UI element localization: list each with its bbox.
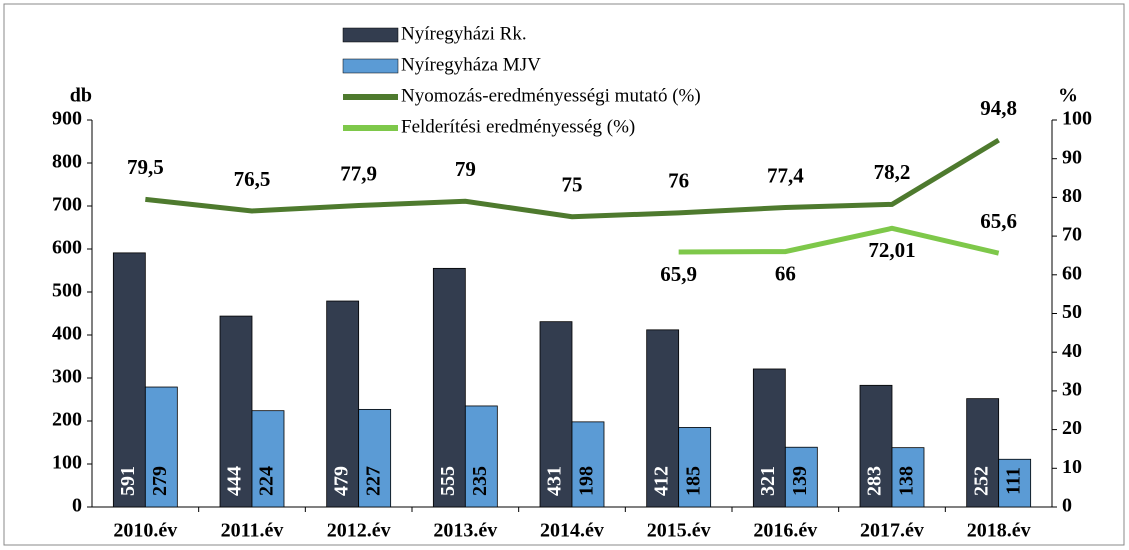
line-value-label: 72,01 (868, 238, 915, 262)
bar (144, 386, 178, 508)
line-value-label: 66 (775, 261, 796, 285)
line-value-label: 75 (562, 173, 583, 197)
bar-value-label: 138 (896, 466, 918, 496)
x-tick-label: 2010.év (113, 520, 177, 542)
x-tick-label: 2011.év (221, 520, 284, 542)
y2-tick-label: 90 (1062, 146, 1082, 168)
legend-label: Nyomozás-eredményességi mutató (%) (401, 85, 701, 106)
y-axis-label: db (70, 85, 92, 107)
bar (859, 384, 893, 508)
y2-tick-label: 0 (1062, 495, 1072, 517)
legend-label: Nyíregyháza MJV (401, 54, 541, 75)
y2-tick-label: 20 (1062, 417, 1082, 439)
y-tick-label: 600 (52, 237, 82, 259)
x-tick-label: 2017.év (860, 520, 924, 542)
bar (891, 447, 925, 508)
bar (678, 427, 712, 508)
bar-value-label: 252 (970, 466, 992, 496)
y2-tick-label: 60 (1062, 262, 1082, 284)
x-tick-label: 2012.év (327, 520, 391, 542)
x-tick-label: 2016.év (753, 520, 817, 542)
chart-frame (3, 3, 1125, 546)
bar (464, 405, 498, 508)
bar (432, 267, 466, 508)
y-tick-label: 300 (52, 366, 82, 388)
line-value-label: 79 (455, 157, 476, 181)
line-value-label: 77,4 (767, 163, 804, 187)
legend-swatch (342, 27, 399, 43)
line-value-label: 79,5 (127, 155, 164, 179)
y-tick-label: 900 (52, 108, 82, 130)
line (678, 225, 1000, 256)
y-tick-label: 200 (52, 409, 82, 431)
bar (752, 368, 786, 508)
y2-tick-label: 40 (1062, 340, 1082, 362)
y-tick-label: 400 (52, 323, 82, 345)
x-tick-label: 2014.év (540, 520, 604, 542)
line-value-label: 76,5 (234, 167, 271, 191)
bar-value-label: 431 (544, 466, 566, 496)
y-tick-label: 700 (52, 194, 82, 216)
bar-value-label: 321 (757, 466, 779, 496)
legend-swatch (342, 58, 399, 74)
bar (112, 252, 146, 508)
bar (571, 421, 605, 508)
y2-tick-label: 100 (1062, 108, 1092, 130)
bar-value-label: 479 (330, 466, 352, 496)
y-tick-label: 500 (52, 280, 82, 302)
bar (358, 408, 392, 508)
x-tick-label: 2013.év (433, 520, 497, 542)
y2-tick-label: 50 (1062, 301, 1082, 323)
bar-value-label: 235 (469, 466, 491, 496)
bar-value-label: 591 (117, 466, 139, 496)
y-tick-label: 100 (52, 452, 82, 474)
line-value-label: 65,6 (980, 209, 1017, 233)
y-tick-label: 800 (52, 151, 82, 173)
bar (219, 315, 253, 508)
bar-value-label: 283 (864, 466, 886, 496)
x-tick-label: 2018.év (967, 520, 1031, 542)
bar (646, 329, 680, 508)
line-value-label: 77,9 (340, 161, 377, 185)
line-value-label: 94,8 (980, 96, 1017, 120)
bar-value-label: 444 (224, 466, 246, 496)
y-tick-label: 0 (72, 495, 82, 517)
bar-value-label: 412 (650, 466, 672, 496)
bar-value-label: 111 (1002, 467, 1024, 495)
y2-tick-label: 10 (1062, 456, 1082, 478)
y2-axis-label: % (1058, 85, 1078, 107)
bar-value-label: 224 (256, 466, 278, 496)
bar (784, 446, 818, 508)
y2-tick-label: 80 (1062, 185, 1082, 207)
line-value-label: 76 (668, 169, 689, 193)
legend-label: Nyíregyházi Rk. (401, 23, 527, 44)
bar (998, 458, 1032, 508)
line-value-label: 78,2 (874, 160, 911, 184)
line-value-label: 65,9 (660, 262, 697, 286)
bar (251, 410, 285, 508)
bar-value-label: 139 (789, 466, 811, 496)
bar-value-label: 227 (362, 466, 384, 496)
legend-label: Felderítési eredményesség (%) (401, 116, 635, 137)
bar (326, 300, 360, 508)
bar-value-label: 185 (682, 466, 704, 496)
bar-value-label: 279 (149, 466, 171, 496)
y2-tick-label: 70 (1062, 224, 1082, 246)
bar-value-label: 555 (437, 466, 459, 496)
line (145, 137, 1000, 220)
bar (539, 321, 573, 508)
y2-tick-label: 30 (1062, 378, 1082, 400)
x-tick-label: 2015.év (647, 520, 711, 542)
bar-value-label: 198 (576, 466, 598, 496)
bar (966, 398, 1000, 508)
